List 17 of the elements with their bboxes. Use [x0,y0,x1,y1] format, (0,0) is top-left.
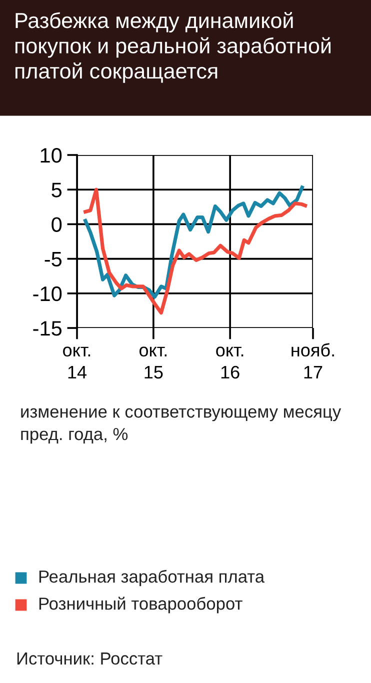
legend-label: Реальная заработная плата [39,570,265,586]
legend-label: Розничный товарооборот [39,596,242,614]
line-series [84,186,304,299]
x-tick-label: окт. 16 [216,346,244,379]
y-tick-label: 5 [52,182,62,198]
line-series [84,188,308,315]
x-tick-label: окт. 15 [139,346,166,379]
x-tick-label: нояб. 17 [292,343,334,378]
y-axis-title: изменение к соответствующему месяцу пред. года, % [21,408,342,444]
y-tick-label: -5 [44,252,62,267]
y-tick-label: 10 [40,148,62,163]
y-tick-label: -10 [33,286,62,302]
x-tick-label: окт. 14 [63,346,90,378]
y-tick-label: 0 [52,217,62,232]
y-tick-label: -15 [33,321,62,336]
chart-title: Разбежка между динамикой покупок и реальной заработной платой сокращается [15,12,331,83]
text: Источник: Росстат [17,652,162,665]
